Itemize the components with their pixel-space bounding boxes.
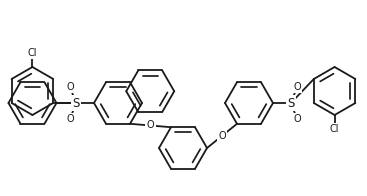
Text: O: O <box>218 131 226 141</box>
Text: O: O <box>66 82 74 92</box>
Text: S: S <box>287 96 295 110</box>
Text: Cl: Cl <box>28 48 37 58</box>
Text: Cl: Cl <box>330 124 339 134</box>
Text: O: O <box>147 121 154 131</box>
Text: O: O <box>66 114 74 124</box>
Text: S: S <box>72 96 80 110</box>
Text: O: O <box>293 82 301 92</box>
Text: O: O <box>293 114 301 124</box>
